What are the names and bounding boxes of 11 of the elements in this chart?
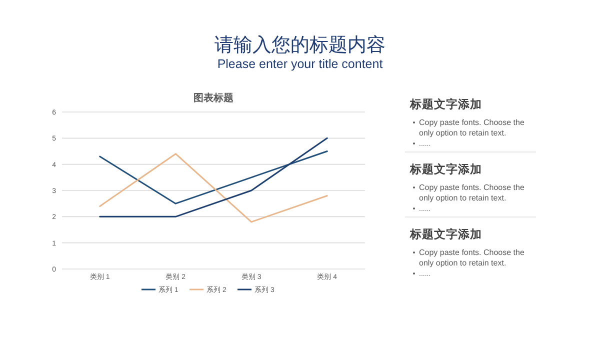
line-series [99, 153, 328, 223]
text: 标题文字添加 [409, 162, 482, 176]
text: 标题文字添加 [409, 97, 482, 111]
text: Copy paste fonts. Choose the only option to retain text. [419, 118, 525, 138]
chart-title: 图表标题 [194, 92, 234, 104]
text: 请输入您的标题内容 [214, 34, 386, 56]
line-series [99, 150, 328, 204]
text: Copy paste fonts. Choose the only option to retain text. [419, 183, 525, 202]
text: Copy paste fonts. Choose the only option to retain text. [419, 248, 525, 268]
text: 标题文字添加 [409, 227, 482, 241]
text: Please enter your title content [217, 57, 384, 71]
